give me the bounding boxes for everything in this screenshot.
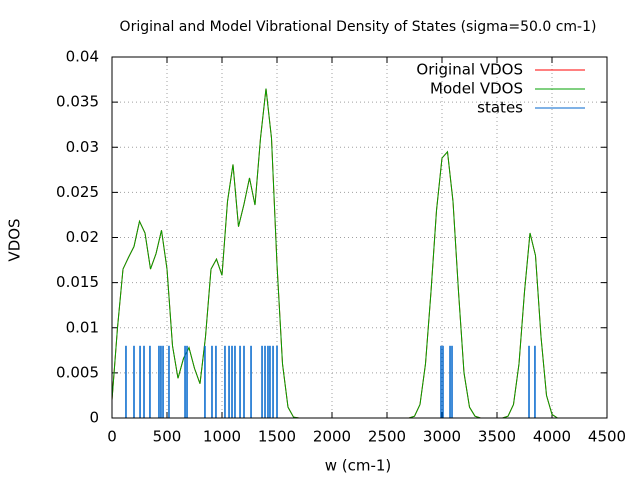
x-tick-label: 0	[107, 428, 117, 446]
x-tick-label: 4500	[588, 428, 626, 446]
x-tick-label: 2500	[368, 428, 406, 446]
x-tick-label: 1000	[203, 428, 241, 446]
chart-title: Original and Model Vibrational Density o…	[120, 19, 597, 35]
x-tick-label: 3500	[478, 428, 516, 446]
y-tick-label: 0.035	[56, 93, 99, 111]
y-tick-label: 0	[89, 409, 99, 427]
y-tick-label: 0.03	[66, 138, 99, 156]
line	[111, 88, 607, 419]
x-tick-label: 500	[153, 428, 182, 446]
y-axis-label: VDOS	[6, 218, 24, 261]
y-tick-label: 0.015	[56, 273, 99, 291]
plot-border	[111, 56, 608, 419]
x-tick-label: 1500	[258, 428, 296, 446]
y-tick-label: 0.005	[56, 363, 99, 381]
x-tick-label: 2000	[313, 428, 351, 446]
x-tick-label: 4000	[533, 428, 571, 446]
legend-label: Original VDOS	[416, 61, 523, 79]
legend-label: states	[477, 99, 523, 117]
x-tick-label: 3000	[423, 428, 461, 446]
legend-label: Model VDOS	[430, 80, 523, 98]
y-tick-label: 0.04	[66, 48, 99, 66]
y-tick-label: 0.01	[66, 318, 99, 336]
y-tick-label: 0.025	[56, 183, 99, 201]
y-tick-label: 0.02	[66, 228, 99, 246]
line	[111, 88, 607, 419]
x-axis-label: w (cm-1)	[325, 457, 392, 475]
